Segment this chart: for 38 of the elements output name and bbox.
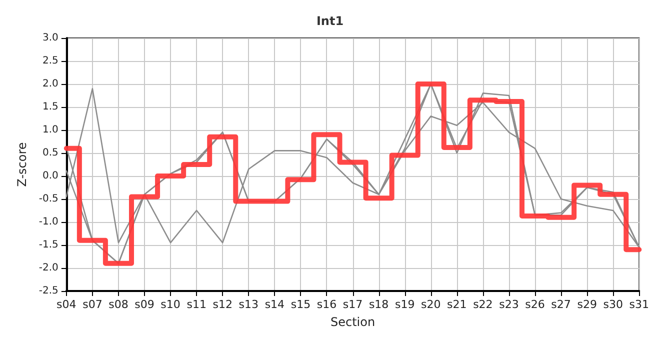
y-tick-label: -1.0 [38,216,58,228]
chart-title: Int1 [316,14,344,28]
y-tick-label: -1.5 [38,240,58,250]
y-tick-label: 2.5 [42,56,58,66]
x-tick-label: s31 [629,298,650,311]
x-tick-label: s30 [603,298,623,311]
x-tick-label: s16 [316,298,337,311]
x-tick-label: s13 [238,298,259,311]
y-tick-label: 0.5 [42,148,58,158]
y-tick-label: -2.0 [38,262,58,274]
x-tick-label: s17 [342,298,363,311]
x-axis-title: Section [330,315,376,329]
x-tick-label: s18 [368,298,389,311]
x-tick-label: s12 [212,298,232,311]
y-tick-label: 3.0 [42,32,58,44]
y-axis-title: Z-score [15,142,29,187]
x-tick-label: s07 [82,298,102,311]
x-tick-label: s11 [186,298,206,311]
x-tick-label: s26 [525,298,545,311]
y-tick-label: 1.0 [42,124,58,136]
y-tick-label: -2.5 [38,286,58,296]
y-tick-label: 1.5 [42,102,58,112]
x-tick-label: s21 [447,298,467,311]
y-tick-label: -0.5 [38,194,58,204]
x-tick-label: s19 [394,298,415,311]
x-tick-label: s22 [473,298,493,311]
y-tick-label: 0.0 [42,170,58,182]
x-tick-label: s10 [160,298,180,311]
x-tick-label: s29 [577,298,597,311]
x-tick-label: s04 [56,298,76,311]
x-tick-label: s14 [264,298,285,311]
x-tick-label: s23 [499,298,519,311]
x-tick-label: s20 [421,298,441,311]
y-tick-label: 2.0 [42,78,58,90]
x-tick-label: s08 [108,298,128,311]
x-tick-label: s09 [134,298,154,311]
x-tick-label: s15 [290,298,311,311]
x-tick-label: s27 [551,298,571,311]
